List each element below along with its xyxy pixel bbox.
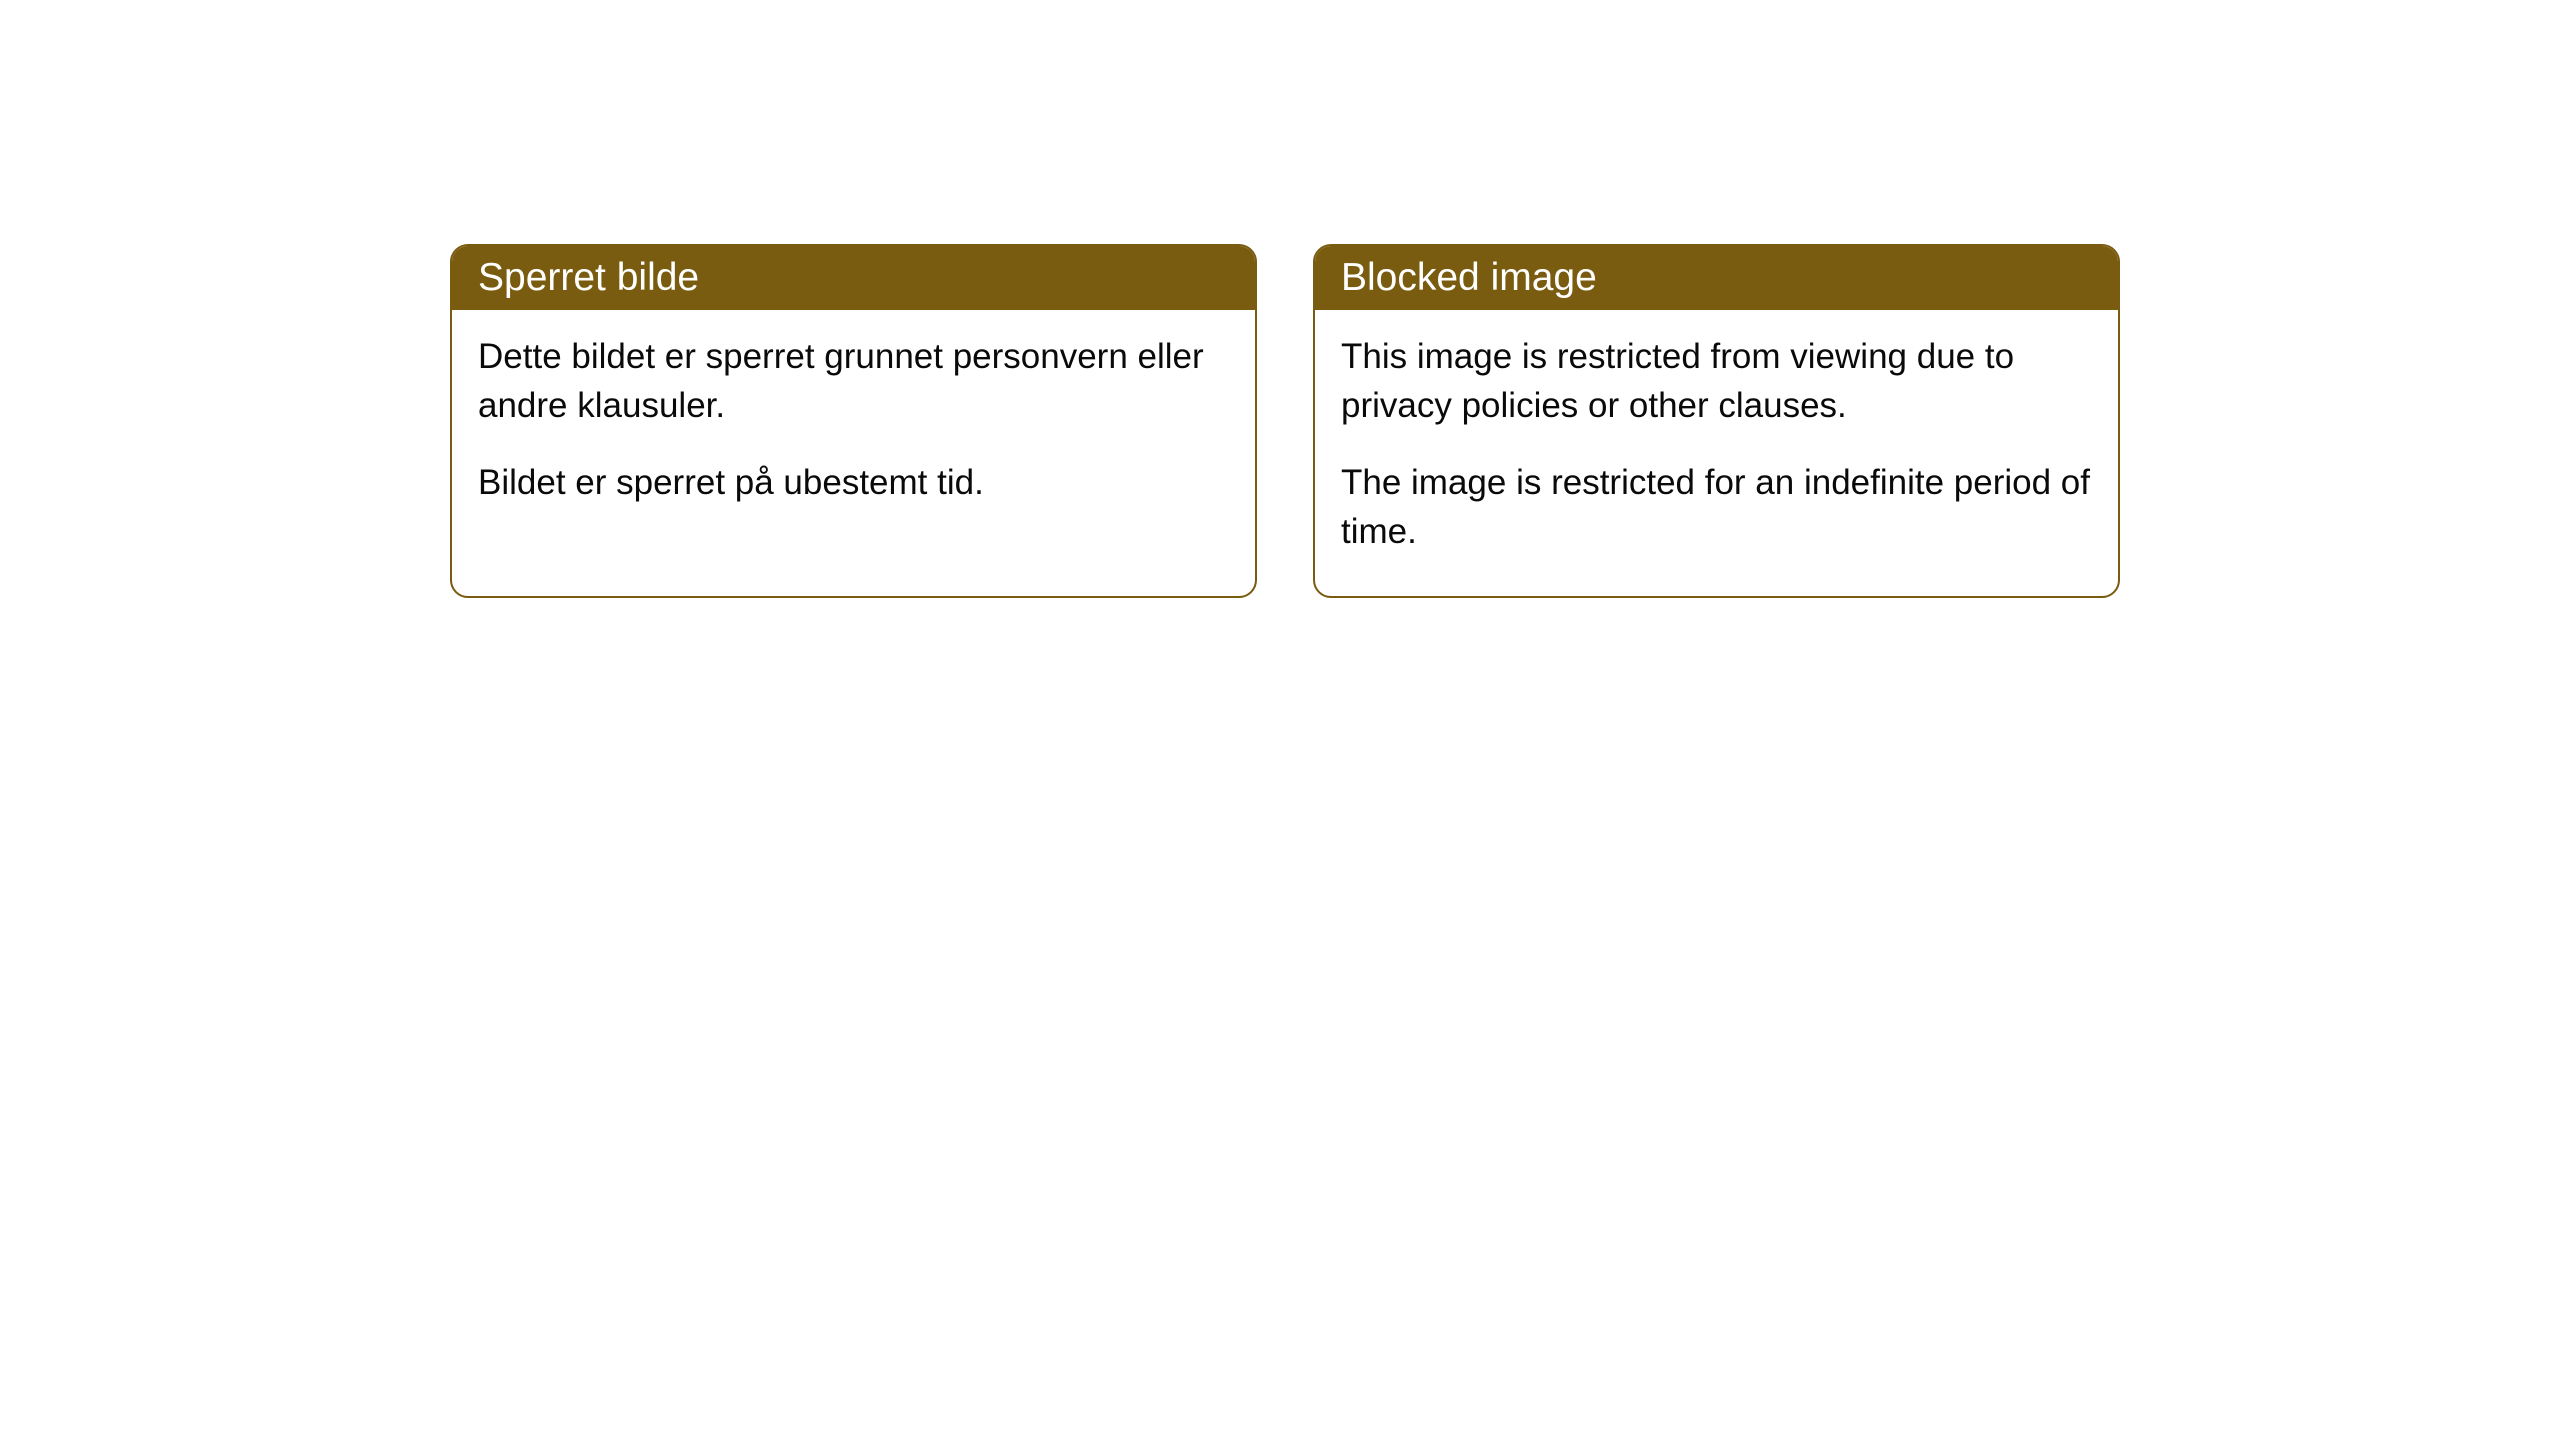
card-paragraph-1: This image is restricted from viewing du…	[1341, 332, 2092, 430]
notice-container: Sperret bilde Dette bildet er sperret gr…	[450, 244, 2120, 598]
card-paragraph-2: The image is restricted for an indefinit…	[1341, 458, 2092, 556]
card-header: Sperret bilde	[452, 246, 1255, 310]
blocked-image-card-english: Blocked image This image is restricted f…	[1313, 244, 2120, 598]
card-title: Blocked image	[1341, 256, 1597, 299]
card-paragraph-1: Dette bildet er sperret grunnet personve…	[478, 332, 1229, 430]
card-body: Dette bildet er sperret grunnet personve…	[452, 310, 1255, 547]
card-body: This image is restricted from viewing du…	[1315, 310, 2118, 596]
card-title: Sperret bilde	[478, 256, 699, 299]
card-header: Blocked image	[1315, 246, 2118, 310]
blocked-image-card-norwegian: Sperret bilde Dette bildet er sperret gr…	[450, 244, 1257, 598]
card-paragraph-2: Bildet er sperret på ubestemt tid.	[478, 458, 1229, 507]
